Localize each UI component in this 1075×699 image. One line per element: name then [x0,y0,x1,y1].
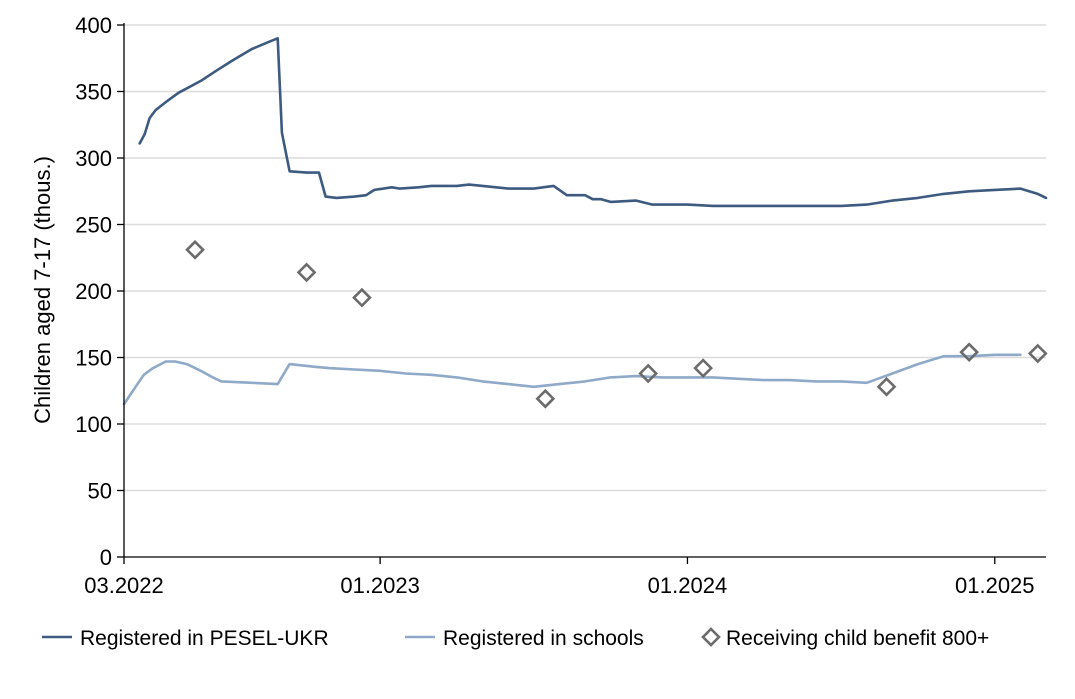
series-layer [122,37,1048,409]
y-tick-label: 350 [75,80,112,105]
y-tick-label: 150 [75,346,112,371]
series-3 [185,239,1048,409]
x-tick-label: 01.2023 [340,573,420,598]
series-line [122,353,1022,406]
y-tick-label: 50 [88,479,112,504]
series-line [138,37,1048,208]
x-tick-label: 03.2022 [84,573,164,598]
legend-label: Receiving child benefit 800+ [726,627,989,650]
x-tick-label: 01.2025 [955,573,1035,598]
data-point [535,388,556,409]
y-tick-label: 400 [75,13,112,38]
legend-swatch [701,627,721,647]
legend-item: Registered in schools [405,627,644,650]
data-point [1027,343,1048,364]
legend: Registered in PESEL-UKR Registered in sch… [42,627,989,650]
y-axis-title: Children aged 7-17 (thous.) [30,156,55,424]
x-tick-label: 01.2024 [648,573,728,598]
y-tick-label: 300 [75,146,112,171]
y-tick-label: 0 [100,545,112,570]
y-tick-label: 100 [75,412,112,437]
axes: 0 50 100 150 200 250 300 350 400 03.2022 01.2023 01… [75,13,1046,598]
series-1 [138,37,1048,208]
data-point [352,287,372,308]
legend-item: Receiving child benefit 800+ [701,627,989,650]
gridlines [124,24,1046,492]
data-point [638,363,659,384]
data-point [296,262,317,283]
data-point [959,342,980,363]
series-2 [122,353,1022,406]
data-point [185,239,205,260]
data-point [693,358,713,378]
data-point [876,376,897,397]
legend-label: Registered in schools [443,627,644,650]
y-tick-label: 200 [75,279,112,304]
y-tick-label: 250 [75,213,112,238]
legend-item: Registered in PESEL-UKR [42,627,329,650]
legend-label: Registered in PESEL-UKR [80,627,329,650]
